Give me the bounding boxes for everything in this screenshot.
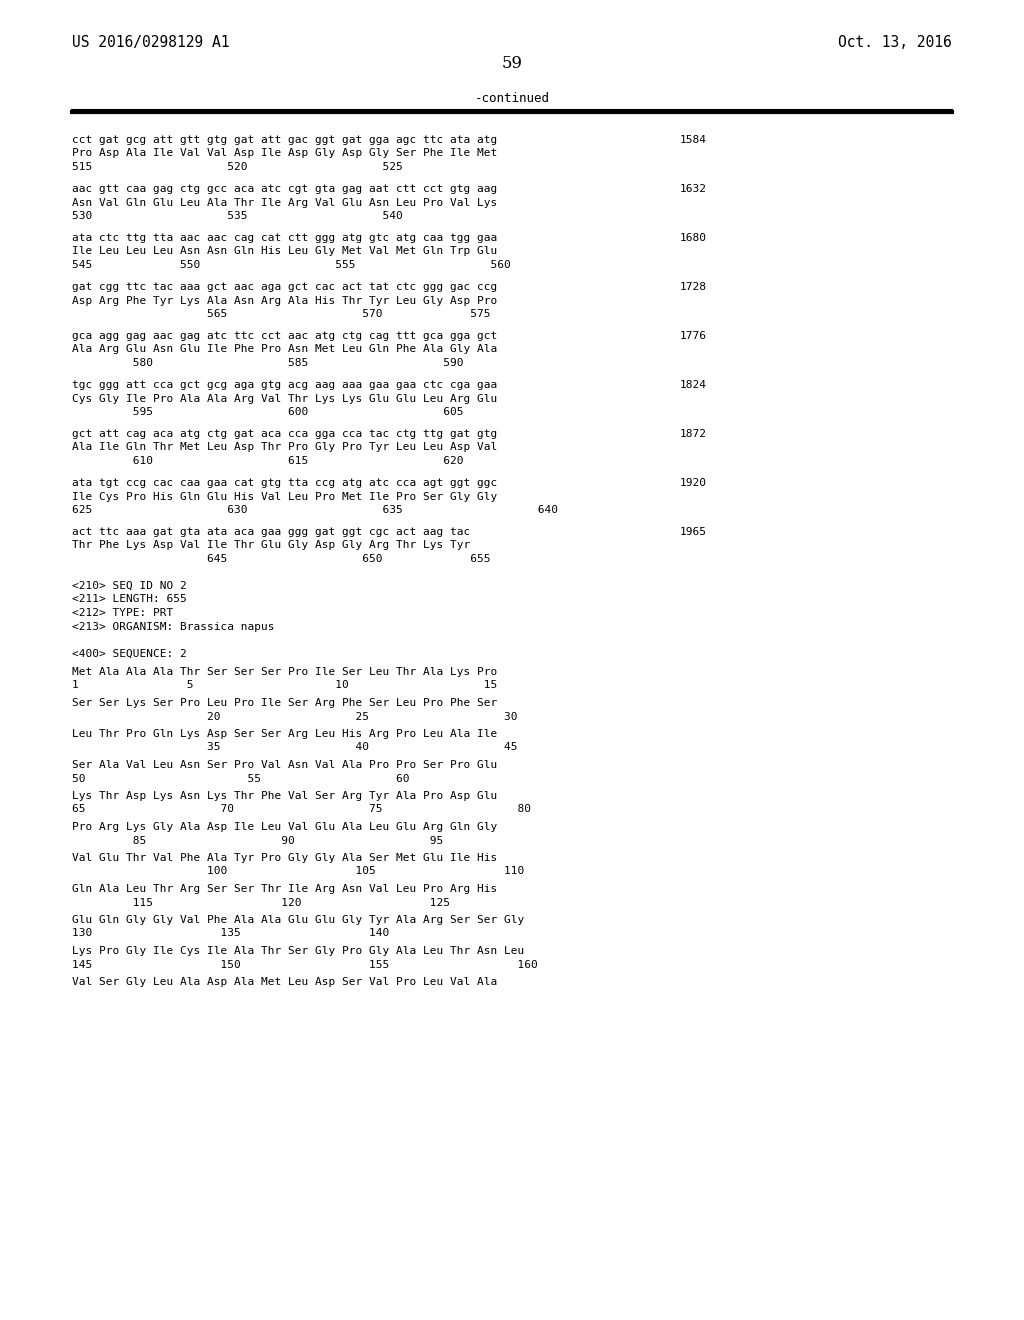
Text: 1776: 1776 bbox=[680, 331, 707, 341]
Text: 1584: 1584 bbox=[680, 135, 707, 145]
Text: US 2016/0298129 A1: US 2016/0298129 A1 bbox=[72, 36, 229, 50]
Text: 115                   120                   125: 115 120 125 bbox=[72, 898, 450, 908]
Text: 580                    585                    590: 580 585 590 bbox=[72, 358, 464, 368]
Text: ata tgt ccg cac caa gaa cat gtg tta ccg atg atc cca agt ggt ggc: ata tgt ccg cac caa gaa cat gtg tta ccg … bbox=[72, 478, 498, 488]
Text: 515                    520                    525: 515 520 525 bbox=[72, 162, 402, 172]
Text: Val Glu Thr Val Phe Ala Tyr Pro Gly Gly Ala Ser Met Glu Ile His: Val Glu Thr Val Phe Ala Tyr Pro Gly Gly … bbox=[72, 853, 498, 863]
Text: <211> LENGTH: 655: <211> LENGTH: 655 bbox=[72, 594, 186, 605]
Text: gct att cag aca atg ctg gat aca cca gga cca tac ctg ttg gat gtg: gct att cag aca atg ctg gat aca cca gga … bbox=[72, 429, 498, 440]
Text: Lys Pro Gly Ile Cys Ile Ala Thr Ser Gly Pro Gly Ala Leu Thr Asn Leu: Lys Pro Gly Ile Cys Ile Ala Thr Ser Gly … bbox=[72, 946, 524, 956]
Text: Ala Arg Glu Asn Glu Ile Phe Pro Asn Met Leu Gln Phe Ala Gly Ala: Ala Arg Glu Asn Glu Ile Phe Pro Asn Met … bbox=[72, 345, 498, 355]
Text: aac gtt caa gag ctg gcc aca atc cgt gta gag aat ctt cct gtg aag: aac gtt caa gag ctg gcc aca atc cgt gta … bbox=[72, 183, 498, 194]
Text: 35                    40                    45: 35 40 45 bbox=[72, 742, 517, 752]
Text: 20                    25                    30: 20 25 30 bbox=[72, 711, 517, 722]
Text: 1824: 1824 bbox=[680, 380, 707, 389]
Text: 1680: 1680 bbox=[680, 234, 707, 243]
Text: -continued: -continued bbox=[474, 92, 550, 106]
Text: Ala Ile Gln Thr Met Leu Asp Thr Pro Gly Pro Tyr Leu Leu Asp Val: Ala Ile Gln Thr Met Leu Asp Thr Pro Gly … bbox=[72, 442, 498, 453]
Text: gca agg gag aac gag atc ttc cct aac atg ctg cag ttt gca gga gct: gca agg gag aac gag atc ttc cct aac atg … bbox=[72, 331, 498, 341]
Text: gat cgg ttc tac aaa gct aac aga gct cac act tat ctc ggg gac ccg: gat cgg ttc tac aaa gct aac aga gct cac … bbox=[72, 282, 498, 292]
Text: Gln Ala Leu Thr Arg Ser Ser Thr Ile Arg Asn Val Leu Pro Arg His: Gln Ala Leu Thr Arg Ser Ser Thr Ile Arg … bbox=[72, 884, 498, 894]
Text: 595                    600                    605: 595 600 605 bbox=[72, 407, 464, 417]
Text: 1                5                     10                    15: 1 5 10 15 bbox=[72, 681, 498, 690]
Text: Cys Gly Ile Pro Ala Ala Arg Val Thr Lys Lys Glu Glu Leu Arg Glu: Cys Gly Ile Pro Ala Ala Arg Val Thr Lys … bbox=[72, 393, 498, 404]
Text: Asp Arg Phe Tyr Lys Ala Asn Arg Ala His Thr Tyr Leu Gly Asp Pro: Asp Arg Phe Tyr Lys Ala Asn Arg Ala His … bbox=[72, 296, 498, 305]
Text: Pro Arg Lys Gly Ala Asp Ile Leu Val Glu Ala Leu Glu Arg Gln Gly: Pro Arg Lys Gly Ala Asp Ile Leu Val Glu … bbox=[72, 822, 498, 832]
Text: 530                    535                    540: 530 535 540 bbox=[72, 211, 402, 220]
Text: 1872: 1872 bbox=[680, 429, 707, 440]
Text: 1965: 1965 bbox=[680, 527, 707, 537]
Text: 545             550                    555                    560: 545 550 555 560 bbox=[72, 260, 511, 271]
Text: ata ctc ttg tta aac aac cag cat ctt ggg atg gtc atg caa tgg gaa: ata ctc ttg tta aac aac cag cat ctt ggg … bbox=[72, 234, 498, 243]
Text: 565                    570             575: 565 570 575 bbox=[72, 309, 490, 319]
Text: Leu Thr Pro Gln Lys Asp Ser Ser Arg Leu His Arg Pro Leu Ala Ile: Leu Thr Pro Gln Lys Asp Ser Ser Arg Leu … bbox=[72, 729, 498, 739]
Text: 1920: 1920 bbox=[680, 478, 707, 488]
Text: 50                        55                    60: 50 55 60 bbox=[72, 774, 410, 784]
Text: <210> SEQ ID NO 2: <210> SEQ ID NO 2 bbox=[72, 581, 186, 591]
Text: 85                    90                    95: 85 90 95 bbox=[72, 836, 443, 846]
Text: <213> ORGANISM: Brassica napus: <213> ORGANISM: Brassica napus bbox=[72, 622, 274, 631]
Text: tgc ggg att cca gct gcg aga gtg acg aag aaa gaa gaa ctc cga gaa: tgc ggg att cca gct gcg aga gtg acg aag … bbox=[72, 380, 498, 389]
Text: <212> TYPE: PRT: <212> TYPE: PRT bbox=[72, 609, 173, 618]
Text: 145                   150                   155                   160: 145 150 155 160 bbox=[72, 960, 538, 969]
Text: <400> SEQUENCE: 2: <400> SEQUENCE: 2 bbox=[72, 648, 186, 659]
Text: Met Ala Ala Ala Thr Ser Ser Ser Pro Ile Ser Leu Thr Ala Lys Pro: Met Ala Ala Ala Thr Ser Ser Ser Pro Ile … bbox=[72, 667, 498, 677]
Text: 1632: 1632 bbox=[680, 183, 707, 194]
Text: act ttc aaa gat gta ata aca gaa ggg gat ggt cgc act aag tac: act ttc aaa gat gta ata aca gaa ggg gat … bbox=[72, 527, 470, 537]
Text: Lys Thr Asp Lys Asn Lys Thr Phe Val Ser Arg Tyr Ala Pro Asp Glu: Lys Thr Asp Lys Asn Lys Thr Phe Val Ser … bbox=[72, 791, 498, 801]
Text: Glu Gln Gly Gly Val Phe Ala Ala Glu Glu Gly Tyr Ala Arg Ser Ser Gly: Glu Gln Gly Gly Val Phe Ala Ala Glu Glu … bbox=[72, 915, 524, 925]
Text: Val Ser Gly Leu Ala Asp Ala Met Leu Asp Ser Val Pro Leu Val Ala: Val Ser Gly Leu Ala Asp Ala Met Leu Asp … bbox=[72, 977, 498, 987]
Text: 625                    630                    635                    640: 625 630 635 640 bbox=[72, 506, 558, 515]
Text: Thr Phe Lys Asp Val Ile Thr Glu Gly Asp Gly Arg Thr Lys Tyr: Thr Phe Lys Asp Val Ile Thr Glu Gly Asp … bbox=[72, 540, 470, 550]
Text: 1728: 1728 bbox=[680, 282, 707, 292]
Text: 645                    650             655: 645 650 655 bbox=[72, 554, 490, 564]
Text: 65                    70                    75                    80: 65 70 75 80 bbox=[72, 804, 531, 814]
Text: cct gat gcg att gtt gtg gat att gac ggt gat gga agc ttc ata atg: cct gat gcg att gtt gtg gat att gac ggt … bbox=[72, 135, 498, 145]
Text: 59: 59 bbox=[502, 55, 522, 73]
Text: 100                   105                   110: 100 105 110 bbox=[72, 866, 524, 876]
Text: Ser Ser Lys Ser Pro Leu Pro Ile Ser Arg Phe Ser Leu Pro Phe Ser: Ser Ser Lys Ser Pro Leu Pro Ile Ser Arg … bbox=[72, 698, 498, 708]
Text: Asn Val Gln Glu Leu Ala Thr Ile Arg Val Glu Asn Leu Pro Val Lys: Asn Val Gln Glu Leu Ala Thr Ile Arg Val … bbox=[72, 198, 498, 207]
Text: Ile Leu Leu Leu Asn Asn Gln His Leu Gly Met Val Met Gln Trp Glu: Ile Leu Leu Leu Asn Asn Gln His Leu Gly … bbox=[72, 247, 498, 256]
Text: 610                    615                    620: 610 615 620 bbox=[72, 455, 464, 466]
Text: Pro Asp Ala Ile Val Val Asp Ile Asp Gly Asp Gly Ser Phe Ile Met: Pro Asp Ala Ile Val Val Asp Ile Asp Gly … bbox=[72, 149, 498, 158]
Text: Ser Ala Val Leu Asn Ser Pro Val Asn Val Ala Pro Pro Ser Pro Glu: Ser Ala Val Leu Asn Ser Pro Val Asn Val … bbox=[72, 760, 498, 770]
Text: Ile Cys Pro His Gln Glu His Val Leu Pro Met Ile Pro Ser Gly Gly: Ile Cys Pro His Gln Glu His Val Leu Pro … bbox=[72, 491, 498, 502]
Text: 130                   135                   140: 130 135 140 bbox=[72, 928, 389, 939]
Text: Oct. 13, 2016: Oct. 13, 2016 bbox=[839, 36, 952, 50]
